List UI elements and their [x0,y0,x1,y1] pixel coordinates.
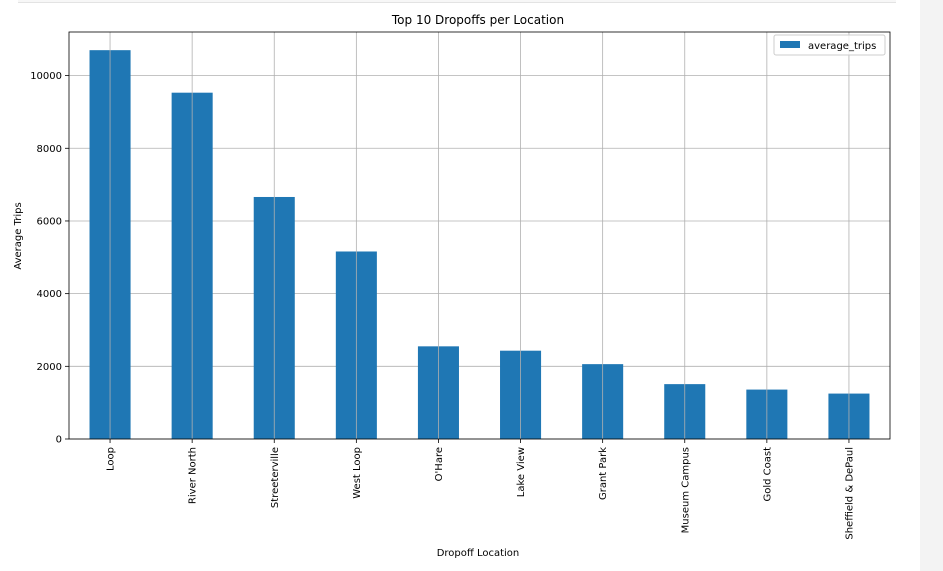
vertical-grid-lines [109,32,850,439]
y-tick-label: 6000 [37,216,62,227]
x-tick-label: Gold Coast [762,447,773,502]
x-axis-label: Dropoff Location [437,548,520,559]
bars [89,50,870,439]
y-tick-label: 2000 [37,362,62,373]
x-tick-label: River North [188,447,199,504]
x-tick-label: O'Hare [434,447,445,481]
chart-title: Top 10 Dropoffs per Location [391,13,564,27]
bar-chart: 0 2000 4000 6000 8000 10000 Loop River North St… [13,13,891,559]
legend-box [773,34,886,56]
x-tick-label: Grant Park [598,447,609,500]
cell-top-border [18,0,896,3]
y-axis-ticks: 0 2000 4000 6000 8000 10000 [30,71,69,446]
x-tick-label: Lake View [516,447,527,497]
axes-frame [68,31,891,440]
y-axis-label: Average Trips [13,202,24,269]
x-axis-ticks: Loop River North Streeterville West Loop O'H… [106,439,855,540]
x-tick-label: Loop [106,447,117,471]
scrollbar-gutter[interactable] [920,0,943,571]
legend: average_trips [773,34,886,56]
legend-label: average_trips [808,41,876,52]
y-tick-label: 8000 [37,144,62,155]
x-tick-label: Museum Campus [680,447,691,533]
x-tick-label: Sheffield & DePaul [844,447,855,540]
legend-swatch [780,41,800,48]
y-tick-label: 4000 [37,289,62,300]
x-tick-label: Streeterville [270,447,281,508]
y-tick-label: 10000 [30,71,62,82]
y-tick-label: 0 [56,435,62,446]
x-tick-label: West Loop [352,447,363,499]
